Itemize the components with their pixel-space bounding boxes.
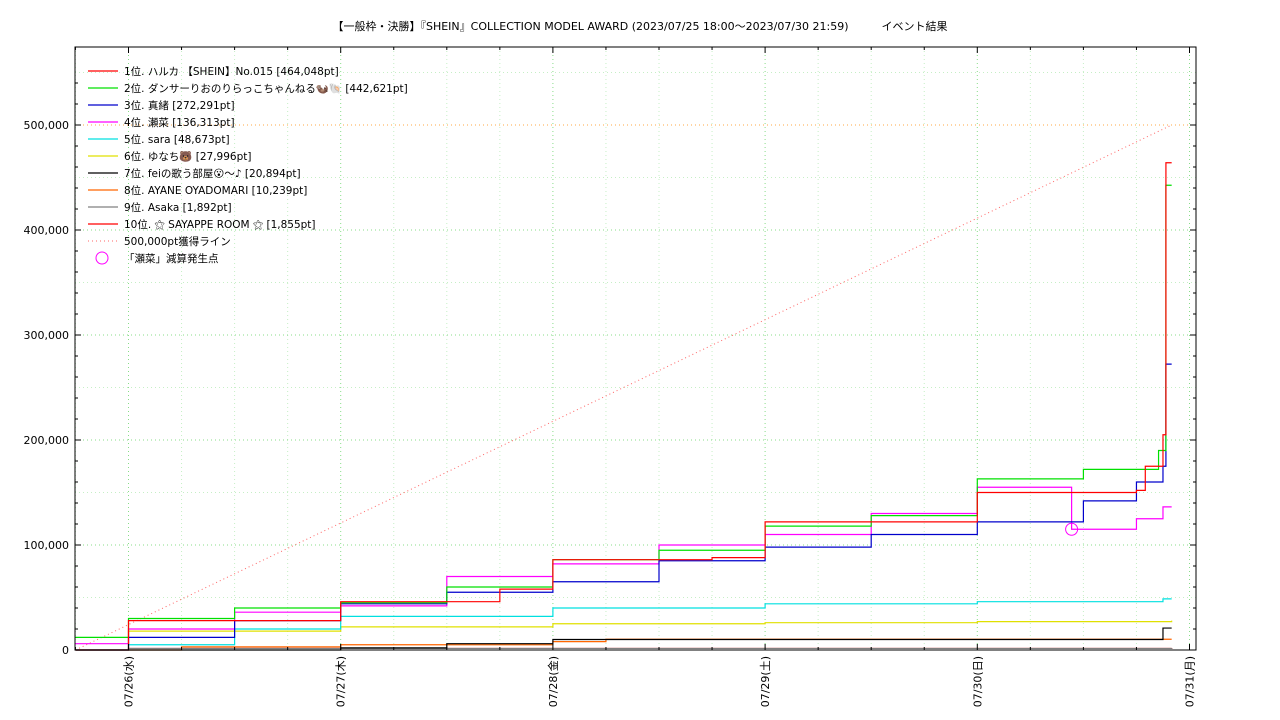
legend-label: 9位. Asaka [1,892pt] — [124, 201, 232, 214]
series-line — [75, 620, 1173, 651]
chart-title: 【一般枠・決勝】『SHEIN』COLLECTION MODEL AWARD (2… — [332, 20, 948, 33]
series-layer — [75, 162, 1173, 651]
y-tick-label: 300,000 — [24, 329, 70, 342]
x-tick-label: 07/29(土) — [759, 656, 772, 707]
marker-layer — [1065, 522, 1079, 536]
legend: 1位. ハルカ 【SHEIN】No.015 [464,048pt] 2位. ダンサ… — [88, 65, 408, 265]
legend-label: 7位. feiの歌う部屋😮〜♪ [20,894pt] — [124, 167, 301, 180]
grid-layer — [74, 47, 1196, 650]
y-tick-label: 400,000 — [24, 224, 70, 237]
legend-label: 4位. 瀬菜 [136,313pt] — [124, 116, 235, 129]
legend-label: 2位. ダンサーりおのりらっこちゃんねる🦦🐚 [442,621pt] — [124, 82, 408, 95]
y-tick-label: 500,000 — [24, 119, 70, 132]
y-tick-label: 0 — [62, 644, 69, 657]
x-tick-label: 07/27(木) — [335, 656, 348, 707]
x-tick-label: 07/30(日) — [971, 656, 984, 707]
x-tick-label: 07/28(金) — [546, 656, 560, 707]
plot-frame — [74, 46, 1197, 651]
legend-label: 6位. ゆなち🐻 [27,996pt] — [124, 150, 251, 163]
legend-label: 「瀬菜」減算発生点 — [124, 252, 219, 265]
legend-label: 3位. 真緒 [272,291pt] — [124, 99, 235, 112]
legend-label: 500,000pt獲得ライン — [124, 235, 231, 248]
reference-layer — [75, 124, 1196, 651]
axis-layer: 0 100,000 200,000 300,000 400,000 500,000 07/2… — [24, 47, 1197, 707]
reference-line — [75, 124, 1172, 651]
legend-label: 5位. sara [48,673pt] — [124, 133, 230, 146]
legend-label: 10位. ⚝ SAYAPPE ROOM ⚝ [1,855pt] — [124, 218, 316, 231]
x-tick-label: 07/26(水) — [123, 656, 136, 707]
x-tick-label: 07/31(月) — [1184, 656, 1197, 707]
legend-swatch — [95, 251, 109, 265]
series-line — [75, 598, 1172, 651]
y-tick-label: 100,000 — [24, 539, 70, 552]
series-line — [75, 363, 1172, 651]
y-tick-label: 200,000 — [24, 434, 70, 447]
legend-label: 1位. ハルカ 【SHEIN】No.015 [464,048pt] — [124, 65, 339, 78]
series-line — [75, 162, 1172, 651]
series-line — [75, 184, 1172, 639]
legend-label: 8位. AYANE OYADOMARI [10,239pt] — [124, 184, 307, 197]
reduction-marker — [1065, 522, 1079, 536]
